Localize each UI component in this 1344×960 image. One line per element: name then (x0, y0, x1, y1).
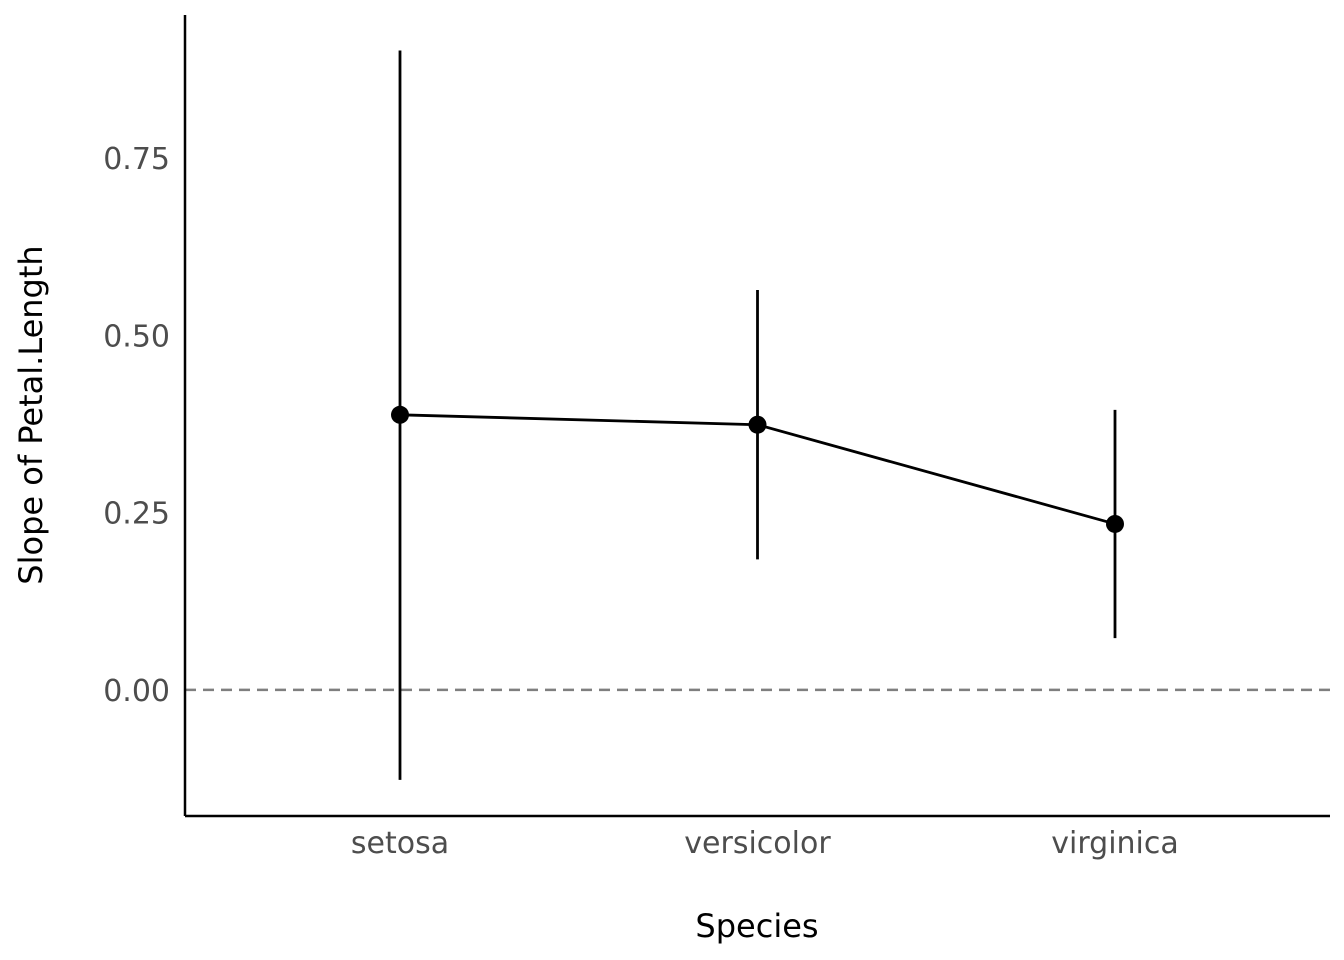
point-versicolor (748, 415, 767, 434)
x-axis-title: Species (695, 907, 818, 945)
x-tick-label-virginica: virginica (1051, 826, 1179, 861)
y-axis-title: Slope of Petal.Length (12, 245, 50, 584)
y-tick-label-3: 0.75 (103, 142, 170, 177)
y-tick-label-1: 0.25 (103, 497, 170, 532)
point-setosa (391, 405, 409, 424)
y-tick-label-0: 0.00 (103, 674, 170, 709)
x-tick-label-setosa: setosa (351, 826, 449, 861)
point-virginica (1106, 514, 1124, 533)
x-tick-label-versicolor: versicolor (684, 826, 831, 861)
y-tick-label-2: 0.50 (103, 319, 170, 354)
